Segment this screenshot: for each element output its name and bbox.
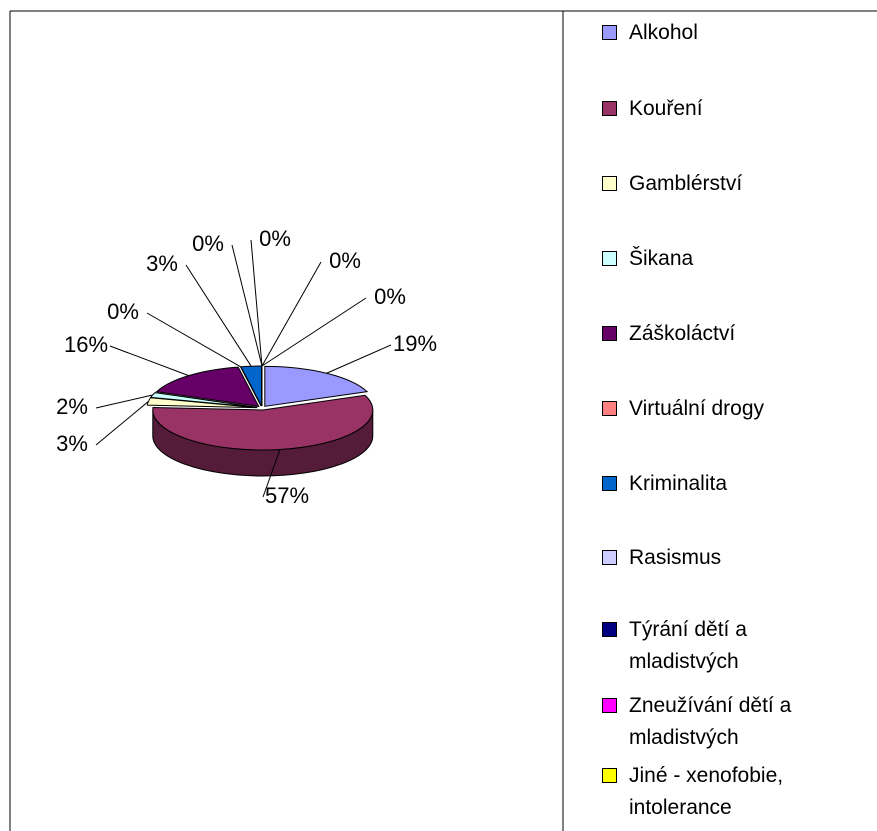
legend-swatch: [602, 25, 617, 40]
leader-line: [250, 239, 263, 367]
legend-label: Kouření: [629, 97, 703, 120]
data-label: 0%: [374, 284, 406, 309]
legend-swatch: [602, 622, 617, 637]
leader-line: [95, 401, 149, 446]
legend-label: Alkohol: [629, 21, 698, 44]
data-label: 16%: [64, 332, 108, 357]
leader-line: [262, 449, 281, 498]
leader-line: [185, 264, 252, 367]
legend-swatch: [602, 251, 617, 266]
data-label: 2%: [56, 394, 88, 419]
legend-label: Zneužívání dětí a mladistvých: [629, 694, 792, 749]
legend-label: Rasismus: [629, 546, 722, 569]
data-label: 3%: [146, 251, 178, 276]
slice: [149, 392, 258, 408]
data-label: 19%: [393, 331, 437, 356]
data-label: 0%: [192, 231, 224, 256]
leader-line: [109, 345, 189, 377]
legend-swatch: [602, 326, 617, 341]
data-label: 0%: [259, 226, 291, 251]
legend-label: Záškoláctví: [629, 322, 736, 345]
legend-label: Virtuální drogy: [629, 397, 765, 420]
slice: [152, 394, 374, 451]
data-label: 0%: [329, 248, 361, 273]
data-label: 57%: [265, 483, 309, 508]
legend-label: Kriminalita: [629, 472, 728, 495]
legend-label: Šikana: [629, 247, 694, 270]
data-label: 3%: [56, 431, 88, 456]
leader-line: [95, 394, 153, 409]
legend-swatch: [602, 476, 617, 491]
legend-label: Jiné - xenofobie, intolerance: [629, 764, 784, 819]
legend-swatch: [602, 698, 617, 713]
legend-label: Gamblérství: [629, 172, 743, 195]
leader-line: [146, 312, 241, 368]
legend-swatch: [602, 176, 617, 191]
leader-line: [326, 344, 392, 374]
legend-swatch: [602, 550, 617, 565]
slice: [155, 366, 260, 408]
slice: [264, 365, 369, 407]
legend-swatch: [602, 101, 617, 116]
legend-swatch: [602, 768, 617, 783]
leader-line: [261, 297, 367, 367]
leader-line: [231, 244, 263, 367]
legend-label: Týrání dětí a mladistvých: [629, 618, 747, 673]
leader-line: [261, 261, 322, 367]
data-label: 0%: [107, 299, 139, 324]
legend-swatch: [602, 401, 617, 416]
